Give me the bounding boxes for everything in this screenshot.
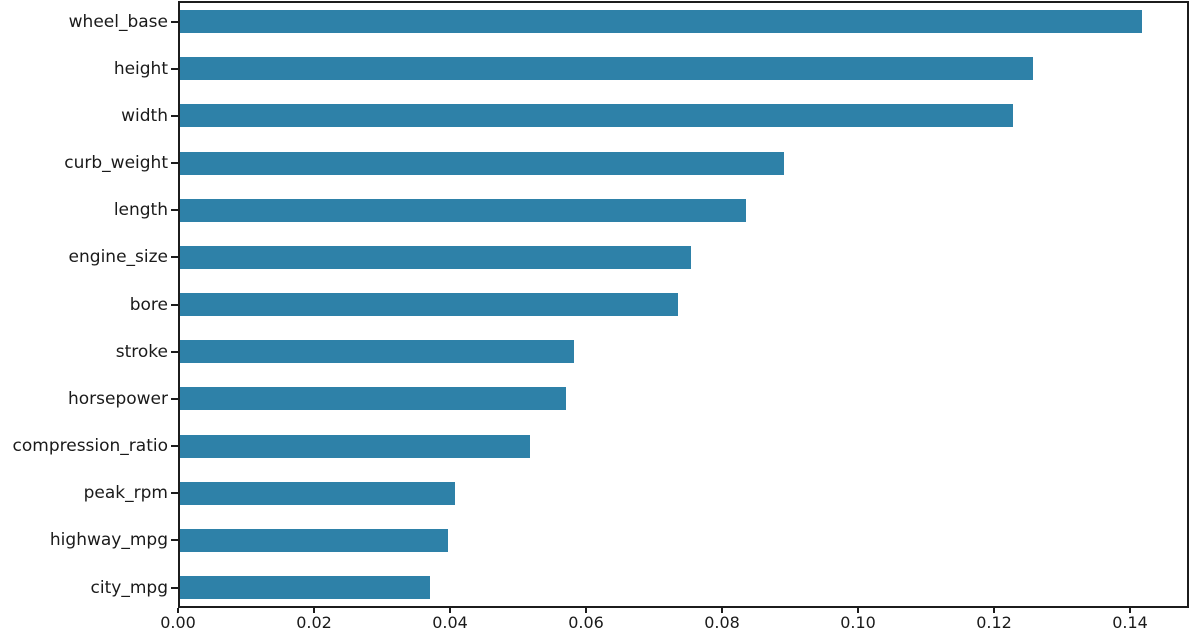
y-tick-label-horsepower: horsepower	[67, 389, 168, 409]
x-tick-label-0.08: 0.08	[704, 613, 740, 628]
y-tick-length	[171, 209, 178, 211]
y-tick-horsepower	[171, 398, 178, 400]
y-tick-label-stroke: stroke	[115, 342, 168, 362]
x-tick-label-0.10: 0.10	[840, 613, 876, 628]
y-tick-label-length: length	[113, 200, 168, 220]
bar-bore	[180, 293, 678, 317]
bar-wheel_base	[180, 10, 1142, 33]
y-tick-engine_size	[171, 256, 178, 258]
y-tick-label-city_mpg: city_mpg	[90, 578, 168, 598]
bar-highway_mpg	[180, 528, 448, 552]
x-tick-0.02	[313, 608, 315, 613]
y-tick-label-curb_weight: curb_weight	[64, 153, 168, 173]
x-tick-0.00	[177, 608, 179, 613]
y-tick-peak_rpm	[171, 492, 178, 494]
bar-height	[180, 57, 1033, 81]
y-tick-label-peak_rpm: peak_rpm	[83, 483, 168, 503]
bar-peak_rpm	[180, 481, 455, 505]
x-tick-label-0.02: 0.02	[296, 613, 332, 628]
y-tick-bore	[171, 304, 178, 306]
y-tick-wheel_base	[171, 21, 178, 23]
y-tick-width	[171, 115, 178, 117]
y-tick-height	[171, 68, 178, 70]
bar-compression_ratio	[180, 434, 530, 458]
y-tick-label-height: height	[113, 59, 168, 79]
bar-length	[180, 198, 746, 222]
y-tick-compression_ratio	[171, 445, 178, 447]
x-tick-0.04	[449, 608, 451, 613]
y-tick-label-width: width	[121, 106, 168, 126]
y-tick-stroke	[171, 351, 178, 353]
x-tick-label-0.06: 0.06	[568, 613, 604, 628]
x-tick-label-0.14: 0.14	[1112, 613, 1148, 628]
bar-curb_weight	[180, 151, 784, 175]
bar-width	[180, 104, 1013, 128]
y-tick-label-wheel_base: wheel_base	[68, 12, 168, 32]
bar-city_mpg	[180, 576, 430, 600]
x-tick-0.10	[857, 608, 859, 613]
x-tick-0.14	[1129, 608, 1131, 613]
x-tick-0.12	[993, 608, 995, 613]
bar-stroke	[180, 340, 574, 364]
y-tick-label-engine_size: engine_size	[68, 247, 168, 267]
x-tick-label-0.04: 0.04	[432, 613, 468, 628]
y-tick-highway_mpg	[171, 539, 178, 541]
x-tick-label-0.00: 0.00	[160, 613, 196, 628]
x-tick-0.08	[721, 608, 723, 613]
y-tick-city_mpg	[171, 587, 178, 589]
y-tick-label-highway_mpg: highway_mpg	[49, 530, 168, 550]
y-tick-label-bore: bore	[129, 295, 168, 315]
y-tick-label-compression_ratio: compression_ratio	[12, 436, 168, 456]
bar-horsepower	[180, 387, 566, 411]
x-tick-0.06	[585, 608, 587, 613]
bar-engine_size	[180, 245, 691, 269]
x-tick-label-0.12: 0.12	[976, 613, 1012, 628]
plot-area	[178, 1, 1189, 608]
y-tick-curb_weight	[171, 162, 178, 164]
